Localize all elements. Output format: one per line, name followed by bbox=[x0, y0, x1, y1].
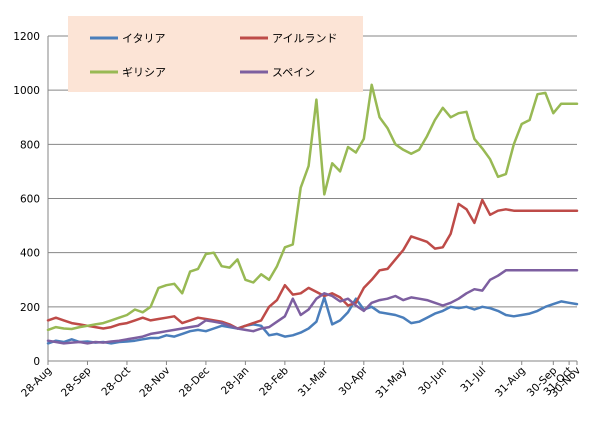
y-axis-ticks: 0 200 400 600 800 1000 1200 bbox=[13, 31, 40, 368]
series-line-ireland bbox=[46, 198, 579, 330]
legend-item-spain: スペイン bbox=[240, 66, 315, 79]
y-tick-label: 800 bbox=[20, 139, 40, 151]
y-tick-label: 400 bbox=[20, 248, 40, 260]
legend-item-italy: イタリア bbox=[90, 32, 166, 45]
y-tick-label: 1000 bbox=[13, 85, 40, 97]
series-line-spain bbox=[46, 269, 579, 345]
legend-item-ireland: アイルランド bbox=[240, 32, 337, 45]
legend-label-spain: スペイン bbox=[272, 66, 315, 79]
y-tick-label: 200 bbox=[20, 302, 40, 314]
legend-label-greece: ギリシア bbox=[122, 66, 166, 79]
y-tick-label: 0 bbox=[33, 356, 40, 368]
y-tick-label: 1200 bbox=[13, 31, 40, 43]
series-line-italy bbox=[46, 296, 579, 345]
legend-box bbox=[68, 16, 363, 92]
legend-label-ireland: アイルランド bbox=[272, 32, 337, 45]
series-line-greece bbox=[46, 83, 579, 332]
legend-label-italy: イタリア bbox=[122, 32, 166, 45]
series-lines bbox=[46, 83, 579, 345]
axes bbox=[47, 36, 577, 362]
legend-item-greece: ギリシア bbox=[90, 66, 166, 79]
y-tick-label: 600 bbox=[20, 194, 40, 206]
legend: イタリア アイルランド ギリシア スペイン bbox=[68, 16, 363, 92]
